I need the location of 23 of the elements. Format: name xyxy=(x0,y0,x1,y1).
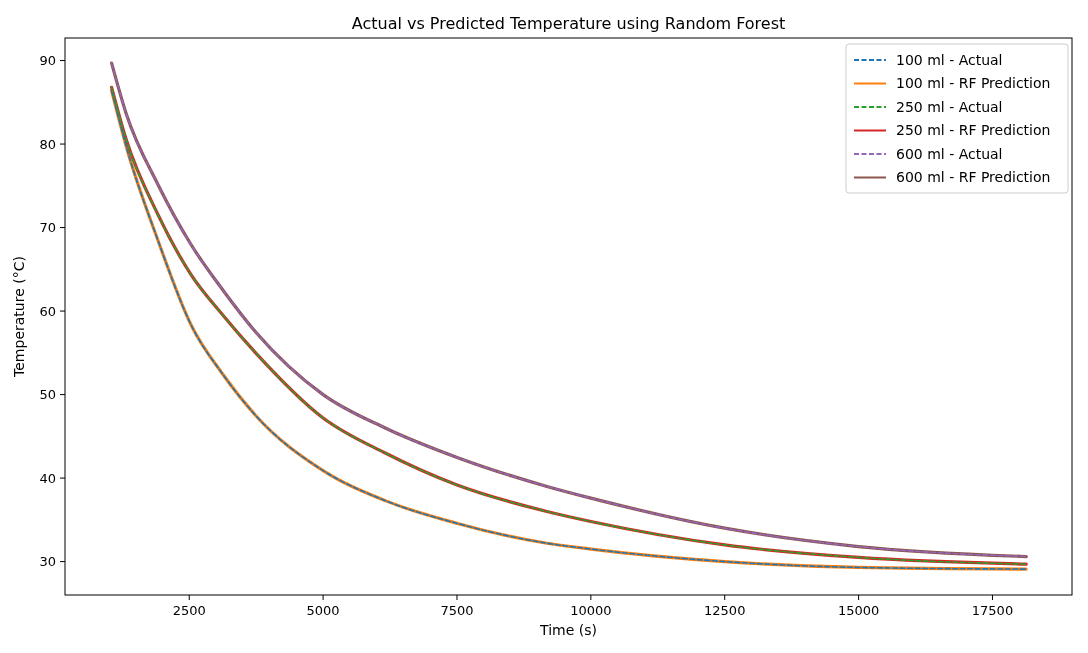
y-tick-label: 30 xyxy=(39,554,56,570)
x-axis-title: Time (s) xyxy=(539,622,597,638)
y-tick-label: 50 xyxy=(39,387,56,403)
x-tick-label: 15000 xyxy=(837,603,880,618)
legend-label: 100 ml - Actual xyxy=(896,51,1003,68)
y-tick-label: 70 xyxy=(39,220,56,236)
legend-label: 100 ml - RF Prediction xyxy=(896,75,1051,92)
legend-label: 600 ml - Actual xyxy=(896,145,1003,162)
legend-label: 250 ml - Actual xyxy=(896,98,1003,115)
x-tick-label: 12500 xyxy=(704,603,746,618)
y-axis-title: Temperature (°C) xyxy=(11,256,27,378)
y-tick-label: 40 xyxy=(39,470,56,486)
y-tick-label: 90 xyxy=(39,53,56,69)
x-tick-label: 7500 xyxy=(440,603,474,618)
y-tick-label: 80 xyxy=(39,136,56,152)
x-tick-label: 10000 xyxy=(570,603,612,618)
x-tick-label: 2500 xyxy=(172,603,206,618)
x-tick-label: 5000 xyxy=(306,603,340,618)
chart-title: Actual vs Predicted Temperature using Random Forest xyxy=(351,14,786,33)
legend-label: 600 ml - RF Prediction xyxy=(896,169,1051,186)
x-tick-label: 17500 xyxy=(971,603,1014,618)
y-tick-label: 60 xyxy=(39,303,56,319)
legend-label: 250 ml - RF Prediction xyxy=(896,122,1051,139)
